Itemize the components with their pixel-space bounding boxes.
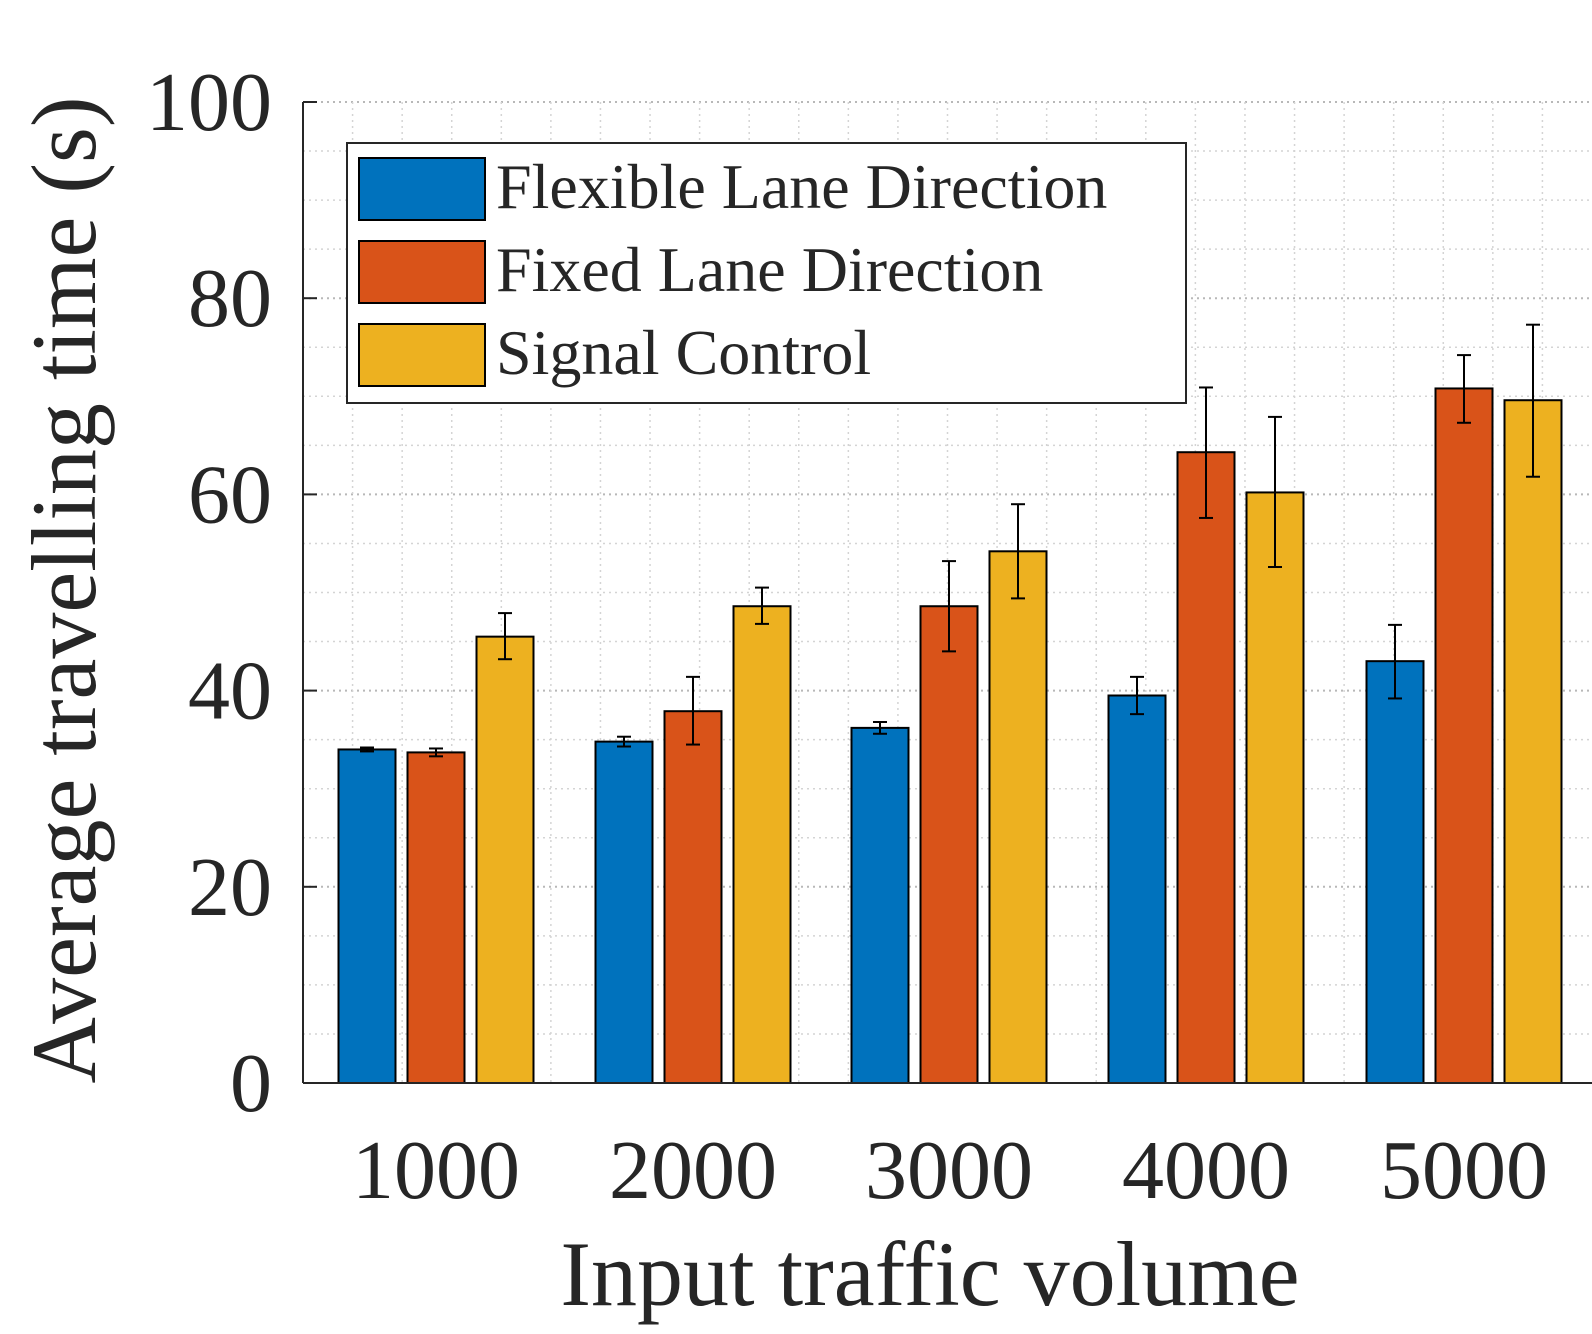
bar	[988, 550, 1048, 1084]
bar	[850, 726, 910, 1084]
bars-group	[337, 387, 1563, 1085]
y-tick-label: 80	[188, 252, 272, 345]
bar	[1107, 694, 1167, 1084]
legend-label: Flexible Lane Direction	[496, 151, 1107, 222]
x-tick-labels: 1000 2000 3000 4000 5000	[352, 1124, 1548, 1217]
legend-label: Fixed Lane Direction	[496, 234, 1043, 305]
y-tick-label: 60	[188, 448, 272, 541]
legend: Flexible Lane Direction Fixed Lane Direct…	[346, 142, 1187, 404]
bar	[663, 710, 723, 1084]
y-tick-label: 0	[230, 1037, 272, 1130]
x-tick-label: 3000	[865, 1124, 1033, 1217]
y-tick-label: 40	[188, 645, 272, 738]
error-bars-group	[360, 323, 1540, 758]
legend-swatch	[358, 240, 486, 304]
legend-box	[346, 142, 1187, 404]
x-tick-label: 4000	[1122, 1124, 1290, 1217]
axes	[302, 101, 1592, 1084]
y-tick-label: 100	[146, 56, 272, 149]
y-axis-title: Average travelling time (s)	[13, 97, 115, 1084]
bar	[732, 605, 792, 1084]
x-tick-label: 1000	[352, 1124, 520, 1217]
bar	[1503, 399, 1563, 1084]
bar	[1434, 387, 1494, 1084]
y-tick-labels: 0 20 40 60 80 100	[146, 56, 272, 1130]
legend-swatch	[358, 323, 486, 387]
bar	[337, 748, 397, 1085]
bar	[594, 740, 654, 1084]
bar	[406, 751, 466, 1084]
x-tick-label: 5000	[1380, 1124, 1548, 1217]
bar	[1365, 660, 1425, 1084]
x-tick-label: 2000	[609, 1124, 777, 1217]
y-tick-label: 20	[188, 841, 272, 934]
legend-swatch	[358, 157, 486, 221]
x-axis-title: Input traffic volume	[560, 1223, 1299, 1325]
bar	[919, 605, 979, 1084]
bar	[1176, 451, 1236, 1085]
legend-label: Signal Control	[496, 317, 871, 388]
bar	[1245, 491, 1305, 1084]
bar	[475, 635, 535, 1085]
